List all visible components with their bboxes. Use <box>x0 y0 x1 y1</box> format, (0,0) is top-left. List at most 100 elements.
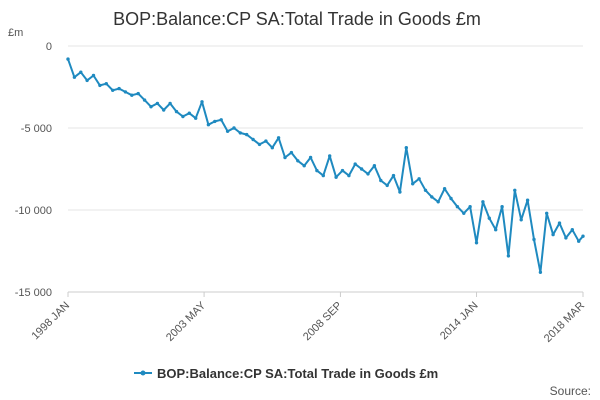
data-point <box>532 237 536 242</box>
data-point <box>442 187 447 191</box>
data-point <box>398 190 402 194</box>
data-point <box>411 182 415 186</box>
data-point <box>289 150 294 155</box>
data-point <box>423 188 428 192</box>
data-point <box>545 211 549 215</box>
data-point <box>513 188 517 192</box>
data-point <box>79 70 83 74</box>
data-point <box>117 86 121 91</box>
legend-marker-icon <box>140 370 146 376</box>
data-point <box>353 162 357 166</box>
chart-title: BOP:Balance:CP SA:Total Trade in Goods £… <box>113 9 481 29</box>
data-point <box>577 239 581 243</box>
x-tick-label: 1998 JAN <box>29 300 72 343</box>
source-label: Source: <box>550 384 591 398</box>
y-axis-unit-label: £m <box>8 27 23 39</box>
data-point <box>276 136 281 140</box>
data-point <box>468 205 472 209</box>
data-point <box>200 100 204 104</box>
data-point <box>417 177 421 181</box>
legend-label: BOP:Balance:CP SA:Total Trade in Goods £… <box>157 366 438 381</box>
data-point <box>219 118 223 122</box>
data-point <box>315 168 319 173</box>
data-point <box>487 216 491 220</box>
data-point <box>340 168 345 173</box>
data-point <box>372 164 377 168</box>
series-group <box>66 57 585 274</box>
x-tick-label: 2018 MAR <box>542 300 587 345</box>
data-point <box>111 88 115 93</box>
x-tick-label: 2008 SEP <box>301 300 345 344</box>
data-point <box>206 123 211 127</box>
data-point <box>538 270 543 274</box>
data-point <box>551 232 555 237</box>
series-line <box>67 58 584 274</box>
data-point <box>391 173 396 178</box>
data-point <box>123 90 128 94</box>
data-point <box>359 167 364 171</box>
data-point <box>85 78 89 83</box>
y-axis-ticks: 0 -5 000 -10 000 -15 000 <box>15 41 52 299</box>
data-point <box>525 198 530 202</box>
data-point <box>194 116 198 120</box>
data-point <box>462 211 466 215</box>
data-point <box>334 175 338 179</box>
data-point <box>581 234 585 238</box>
data-point <box>494 228 498 232</box>
data-point <box>149 105 153 109</box>
data-point <box>302 164 306 168</box>
y-tick-label: -5 000 <box>21 123 52 135</box>
y-tick-label: -10 000 <box>15 205 52 217</box>
data-point <box>238 131 242 135</box>
data-point <box>104 82 109 86</box>
legend[interactable]: BOP:Balance:CP SA:Total Trade in Goods £… <box>134 366 438 381</box>
data-point <box>264 139 268 143</box>
data-point <box>506 254 511 258</box>
data-point <box>347 173 351 178</box>
data-point <box>474 241 479 245</box>
data-point <box>72 75 77 79</box>
data-point <box>245 132 249 137</box>
data-point <box>500 205 504 209</box>
data-point <box>449 196 453 201</box>
data-point <box>379 178 383 183</box>
data-point <box>181 114 185 119</box>
data-point <box>481 200 485 204</box>
data-point <box>66 57 70 61</box>
data-point <box>168 101 172 106</box>
data-point <box>557 221 562 225</box>
data-point <box>162 108 166 112</box>
data-point <box>257 142 262 147</box>
data-point <box>404 146 408 150</box>
x-axis-ticks: 1998 JAN 2003 MAY 2008 SEP 2014 JAN 2018 MAR <box>29 292 587 345</box>
data-point <box>155 101 160 106</box>
data-point <box>519 218 523 222</box>
data-point <box>225 129 230 133</box>
data-point <box>321 173 325 178</box>
y-tick-label: -15 000 <box>15 287 52 299</box>
data-point <box>130 93 134 97</box>
data-point <box>308 155 313 160</box>
data-point <box>98 83 102 88</box>
x-tick-label: 2014 JAN <box>438 300 481 343</box>
data-point <box>91 73 96 78</box>
data-point <box>564 236 568 240</box>
y-tick-label: 0 <box>46 41 52 53</box>
data-point <box>436 200 440 204</box>
data-point <box>270 146 274 150</box>
data-point <box>232 126 236 130</box>
data-point <box>296 159 300 163</box>
data-point <box>142 98 147 102</box>
data-point <box>455 205 460 209</box>
x-tick-label: 2003 MAY <box>164 299 209 344</box>
data-point <box>570 228 574 232</box>
data-point <box>385 183 389 188</box>
data-point <box>283 155 287 160</box>
data-point <box>430 195 434 199</box>
data-point <box>136 91 140 96</box>
data-point <box>174 109 179 114</box>
data-point <box>251 137 255 142</box>
data-point <box>328 154 332 158</box>
data-point <box>187 111 191 115</box>
